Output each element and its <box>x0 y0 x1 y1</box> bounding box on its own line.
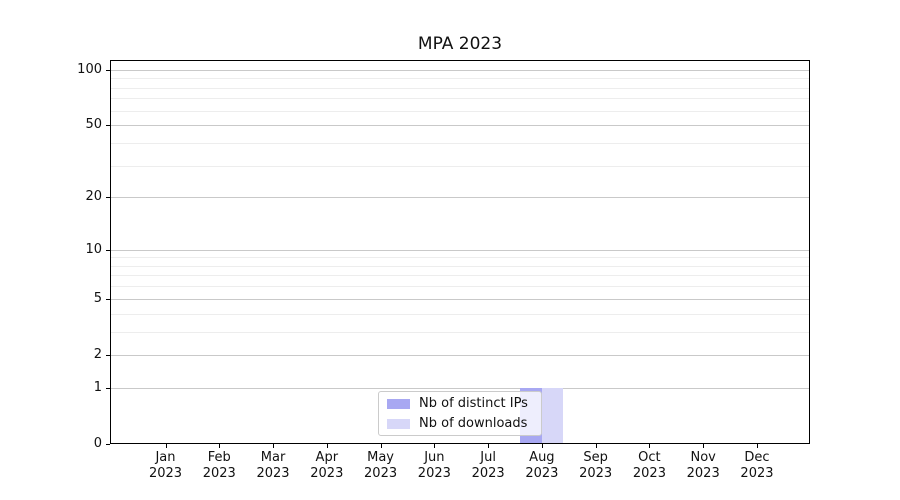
y-tick-label: 10 <box>85 241 102 257</box>
y-tick-mark <box>106 354 110 356</box>
legend-item-downloads: Nb of downloads <box>387 416 541 431</box>
x-tick-label: May 2023 <box>349 450 413 482</box>
minor-gridline <box>111 275 809 277</box>
y-tick-mark <box>106 298 110 300</box>
x-tick-label: Sep 2023 <box>564 450 628 482</box>
x-tick-label: Feb 2023 <box>187 450 251 482</box>
month-label: Jul <box>480 450 496 465</box>
month-label: Jun <box>424 450 445 465</box>
month-label: Nov <box>690 450 716 465</box>
y-tick-label: 100 <box>77 61 102 77</box>
x-tick-label: Nov 2023 <box>671 450 735 482</box>
x-tick-label: Jan 2023 <box>134 450 198 482</box>
minor-gridline <box>111 98 809 100</box>
y-tick-mark <box>106 69 110 71</box>
month-label: Feb <box>207 450 231 465</box>
major-gridline <box>111 298 809 300</box>
y-tick-label: 2 <box>93 346 102 362</box>
x-tick-mark <box>756 444 758 448</box>
x-tick-mark <box>326 444 328 448</box>
year-label: 2023 <box>686 466 720 481</box>
year-label: 2023 <box>579 466 613 481</box>
y-tick-label: 20 <box>85 189 102 205</box>
minor-gridline <box>111 165 809 167</box>
legend-item-distinct-ips: Nb of distinct IPs <box>387 396 541 411</box>
minor-gridline <box>111 331 809 333</box>
x-tick-label: Jun 2023 <box>402 450 466 482</box>
minor-gridline <box>111 87 809 89</box>
x-tick-mark <box>380 444 382 448</box>
x-tick-label: Dec 2023 <box>725 450 789 482</box>
year-label: 2023 <box>148 466 183 481</box>
y-tick-mark <box>106 125 110 127</box>
major-gridline <box>111 249 809 251</box>
major-gridline <box>111 197 809 199</box>
x-tick-mark <box>541 444 543 448</box>
x-tick-mark <box>219 444 221 448</box>
month-label: Apr <box>315 450 339 465</box>
x-tick-label: Apr 2023 <box>295 450 359 482</box>
major-gridline <box>111 387 809 389</box>
minor-gridline <box>111 110 809 112</box>
year-label: 2023 <box>632 466 666 481</box>
legend-label-downloads: Nb of downloads <box>419 416 528 431</box>
year-label: 2023 <box>417 466 451 481</box>
year-label: 2023 <box>364 466 398 481</box>
legend-swatch-downloads <box>387 418 410 429</box>
major-gridline <box>111 354 809 356</box>
y-tick-label: 0 <box>93 436 102 451</box>
y-tick-mark <box>106 387 110 389</box>
plot-area: Nb of distinct IPs Nb of downloads <box>110 60 810 444</box>
year-label: 2023 <box>740 466 774 481</box>
bar-aug-downloads <box>541 387 564 443</box>
x-tick-mark <box>703 444 705 448</box>
x-tick-label: Mar 2023 <box>241 450 305 482</box>
x-tick-mark <box>434 444 436 448</box>
minor-gridline <box>111 257 809 259</box>
x-tick-mark <box>273 444 275 448</box>
y-tick-label: 5 <box>93 290 102 306</box>
x-tick-label: Aug 2023 <box>510 450 574 482</box>
month-label: Mar <box>260 450 286 465</box>
minor-gridline <box>111 286 809 288</box>
minor-gridline <box>111 313 809 315</box>
month-label: Dec <box>744 450 770 465</box>
year-label: 2023 <box>525 466 559 481</box>
x-tick-mark <box>165 444 167 448</box>
month-label: Oct <box>638 450 661 465</box>
y-tick-mark <box>106 197 110 199</box>
year-label: 2023 <box>202 466 236 481</box>
x-tick-mark <box>595 444 597 448</box>
legend-label-distinct-ips: Nb of distinct IPs <box>419 396 528 411</box>
month-label: May <box>367 450 395 465</box>
x-tick-label: Jul 2023 <box>456 450 520 482</box>
minor-gridline <box>111 78 809 80</box>
y-tick-label: 1 <box>93 379 102 395</box>
x-tick-mark <box>488 444 490 448</box>
month-label: Jan <box>155 450 176 465</box>
chart-title: MPA 2023 <box>417 34 503 54</box>
x-tick-mark <box>649 444 651 448</box>
y-tick-mark <box>106 444 110 445</box>
year-label: 2023 <box>310 466 344 481</box>
year-label: 2023 <box>256 466 290 481</box>
year-label: 2023 <box>471 466 505 481</box>
minor-gridline <box>111 265 809 267</box>
legend: Nb of distinct IPs Nb of downloads <box>378 391 542 436</box>
month-label: Sep <box>583 450 608 465</box>
month-label: Aug <box>529 450 555 465</box>
y-tick-mark <box>106 249 110 251</box>
legend-swatch-distinct-ips <box>387 398 410 409</box>
major-gridline <box>111 69 809 71</box>
x-tick-label: Oct 2023 <box>617 450 681 482</box>
major-gridline <box>111 125 809 127</box>
y-tick-label: 50 <box>85 117 102 133</box>
minor-gridline <box>111 142 809 144</box>
